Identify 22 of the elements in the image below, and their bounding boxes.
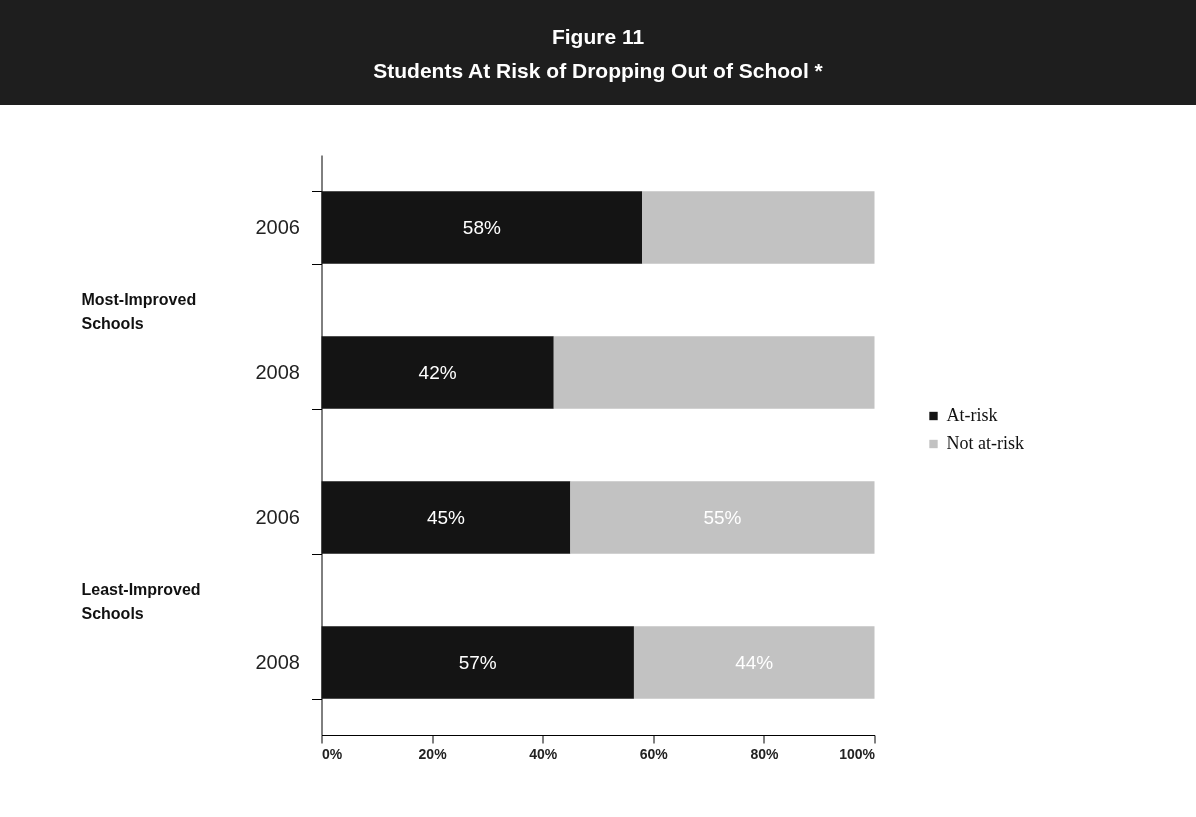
data-label: 55% <box>703 506 742 528</box>
text: Least-Improved Schools <box>81 581 201 622</box>
x-tick-label: 20% <box>418 745 448 762</box>
y-tick-label: 2006 <box>255 506 300 528</box>
x-tick-label: 0% <box>322 745 343 762</box>
x-tick-label: 80% <box>750 745 779 762</box>
y-tick-label: 2008 <box>255 651 300 673</box>
x-tick-label: 40% <box>529 745 558 762</box>
legend-label: At-risk <box>946 405 998 425</box>
data-label: 45% <box>426 506 466 528</box>
y-tick-label: 2008 <box>255 361 300 383</box>
data-label: 44% <box>735 651 774 673</box>
chart-subtitle: Students At Risk of Dropping Out of School * <box>373 59 824 82</box>
x-tick-label: 100% <box>839 745 876 762</box>
data-label: 58% <box>462 216 501 238</box>
x-tick-label: 60% <box>639 745 669 762</box>
data-label: 42% <box>418 361 457 383</box>
data-label: 57% <box>458 651 497 673</box>
chart-title: Figure 11 <box>551 25 645 48</box>
text: Most-Improved Schools <box>81 291 197 332</box>
legend-label: Not at-risk <box>946 433 1024 453</box>
y-tick-label: 2006 <box>255 216 300 238</box>
